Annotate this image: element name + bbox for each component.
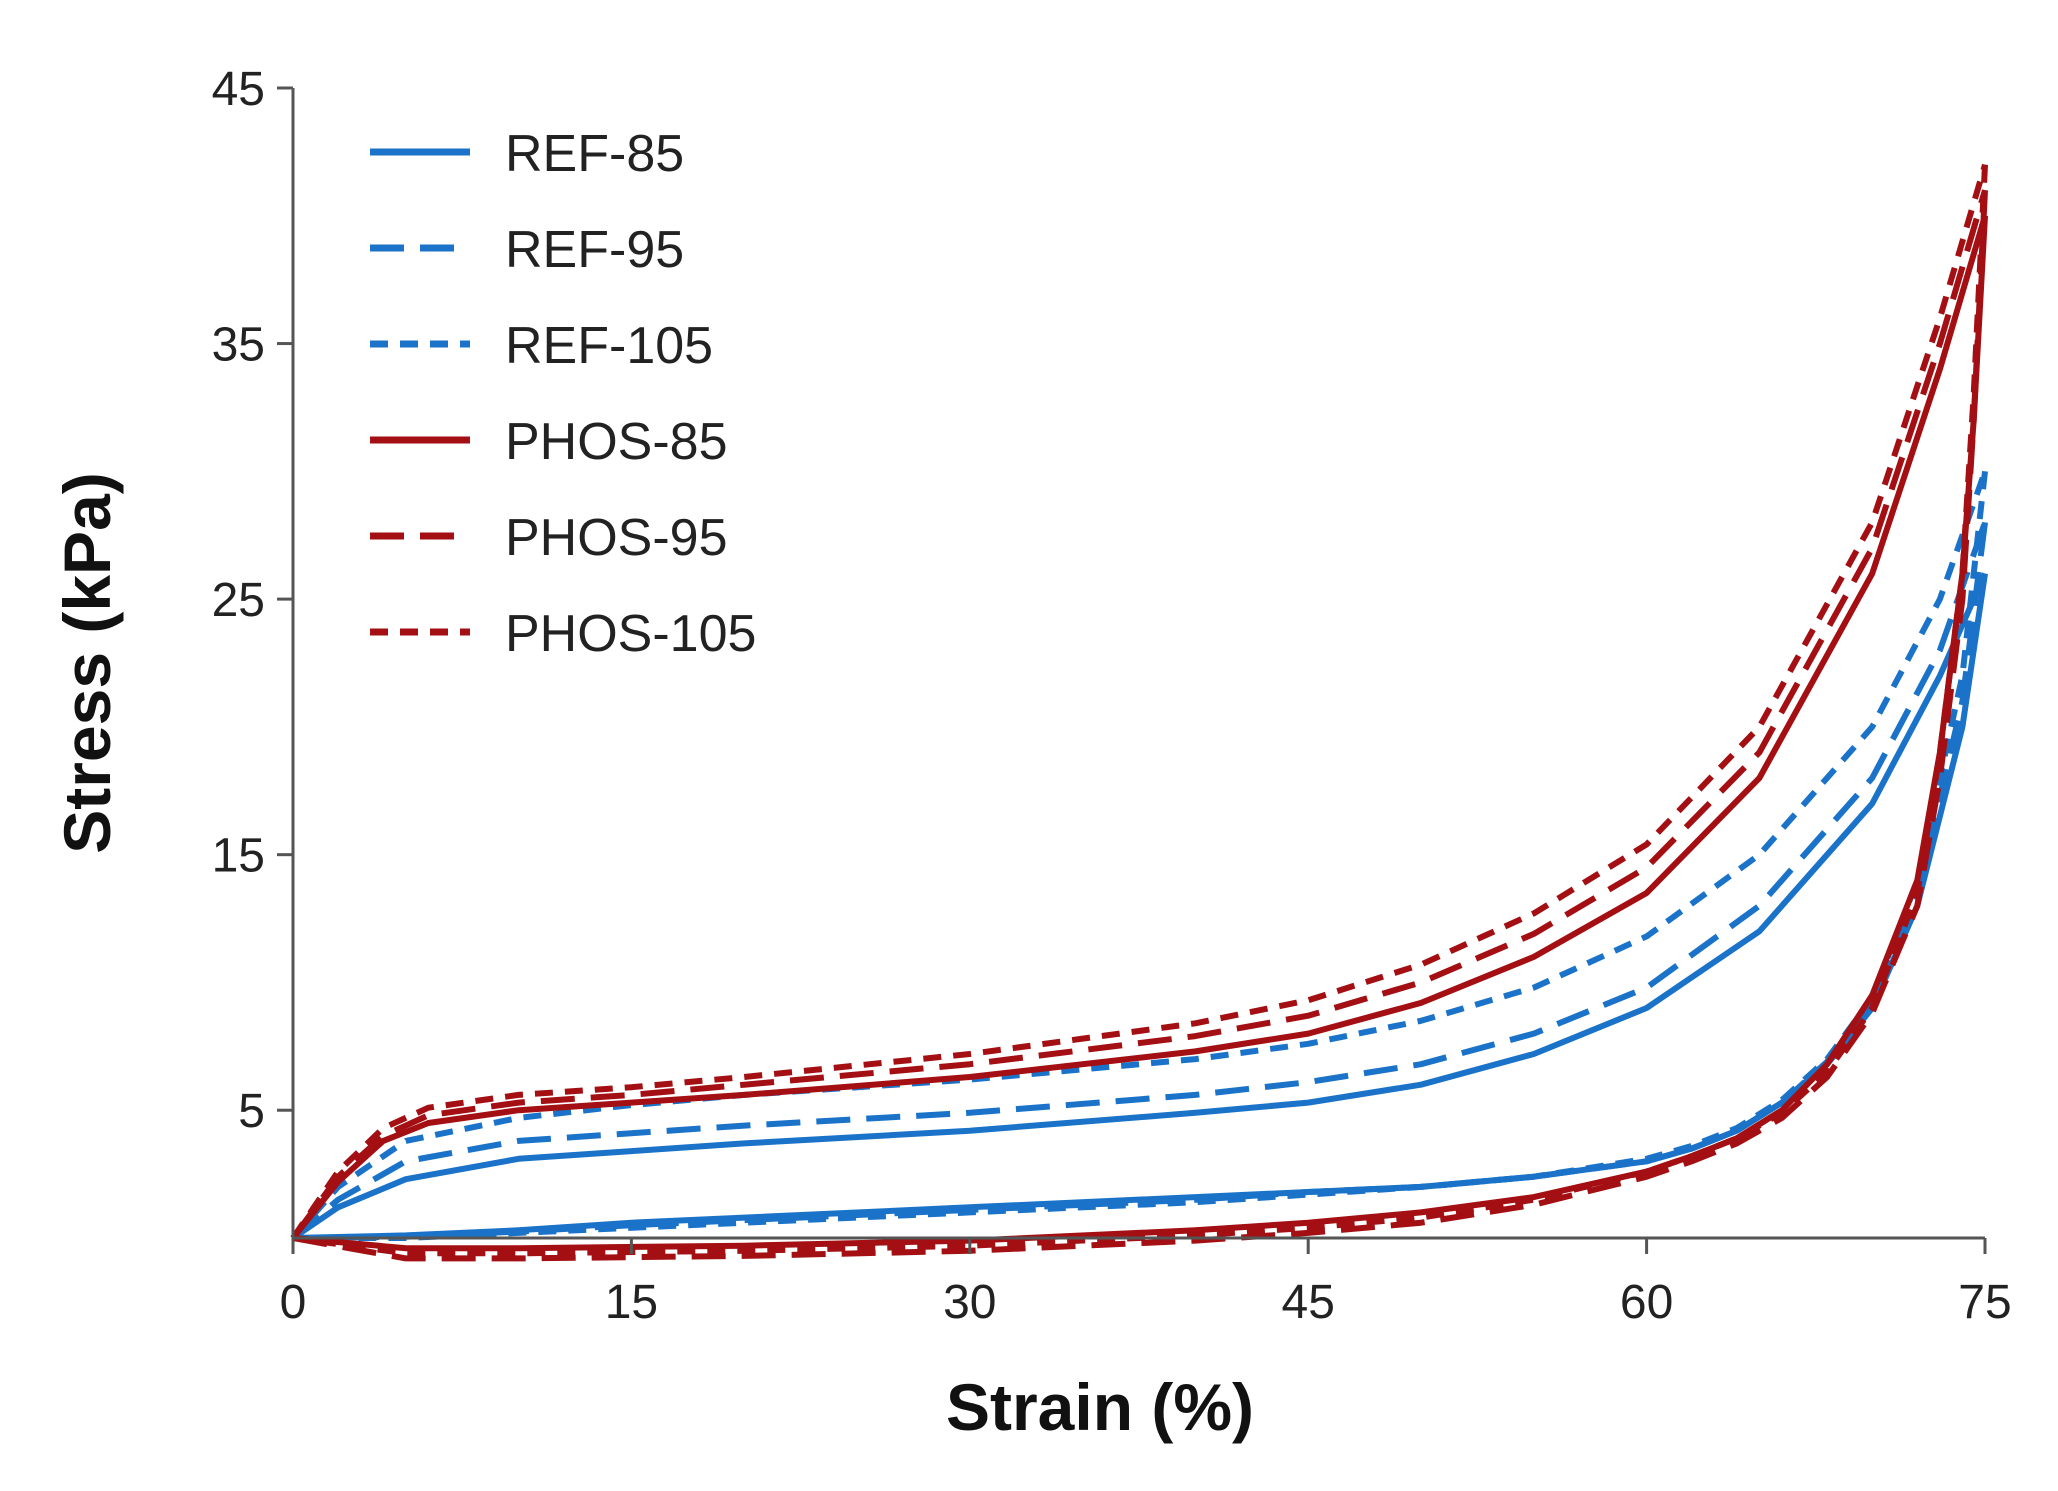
series-phos-95-unloading-curve — [292, 190, 1988, 1262]
legend-label-ref-105: REF-105 — [505, 317, 713, 375]
y-axis-title: Stress (kPa) — [50, 472, 124, 854]
x-tick-label: 15 — [605, 1276, 658, 1329]
y-tick-label: 15 — [212, 830, 265, 883]
series-phos-105-unloading-curve — [292, 164, 1988, 1257]
legend: REF-85 REF-95 REF-105 PHOS-85 PHOS-95 PHOS-10… — [370, 125, 756, 663]
legend-label-phos-95: PHOS-95 — [505, 509, 728, 567]
ticks-group: 5 15 25 35 45 0 15 30 45 60 75 — [212, 63, 2012, 1329]
legend-label-ref-95: REF-95 — [505, 221, 684, 279]
series-ref-85-loading-curve — [291, 572, 1988, 1241]
series-phos-95-loading-curve — [290, 189, 1988, 1240]
y-tick-label: 5 — [238, 1085, 265, 1138]
y-tick-label: 25 — [212, 574, 265, 627]
x-tick-label: 45 — [1282, 1276, 1335, 1329]
series-phos-85-loading-curve — [290, 214, 1988, 1240]
y-tick-label: 45 — [212, 63, 265, 116]
plot-series-group — [290, 163, 1988, 1262]
x-axis-title: Strain (%) — [946, 1370, 1254, 1444]
legend-label-ref-85: REF-85 — [505, 125, 684, 183]
x-tick-label: 75 — [1958, 1276, 2011, 1329]
series-ref-105-loading-curve — [290, 470, 1988, 1240]
series-phos-105-loading-curve — [290, 163, 1988, 1240]
series-ref-105-unloading-curve — [293, 470, 1988, 1241]
legend-label-phos-105: PHOS-105 — [505, 605, 756, 663]
y-tick-label: 35 — [212, 319, 265, 372]
series-ref-95-loading-curve — [291, 521, 1988, 1241]
legend-label-phos-85: PHOS-85 — [505, 413, 728, 471]
x-tick-label: 30 — [943, 1276, 996, 1329]
axes-group — [291, 88, 1985, 1240]
x-tick-label: 60 — [1620, 1276, 1673, 1329]
x-tick-label: 0 — [280, 1276, 307, 1329]
